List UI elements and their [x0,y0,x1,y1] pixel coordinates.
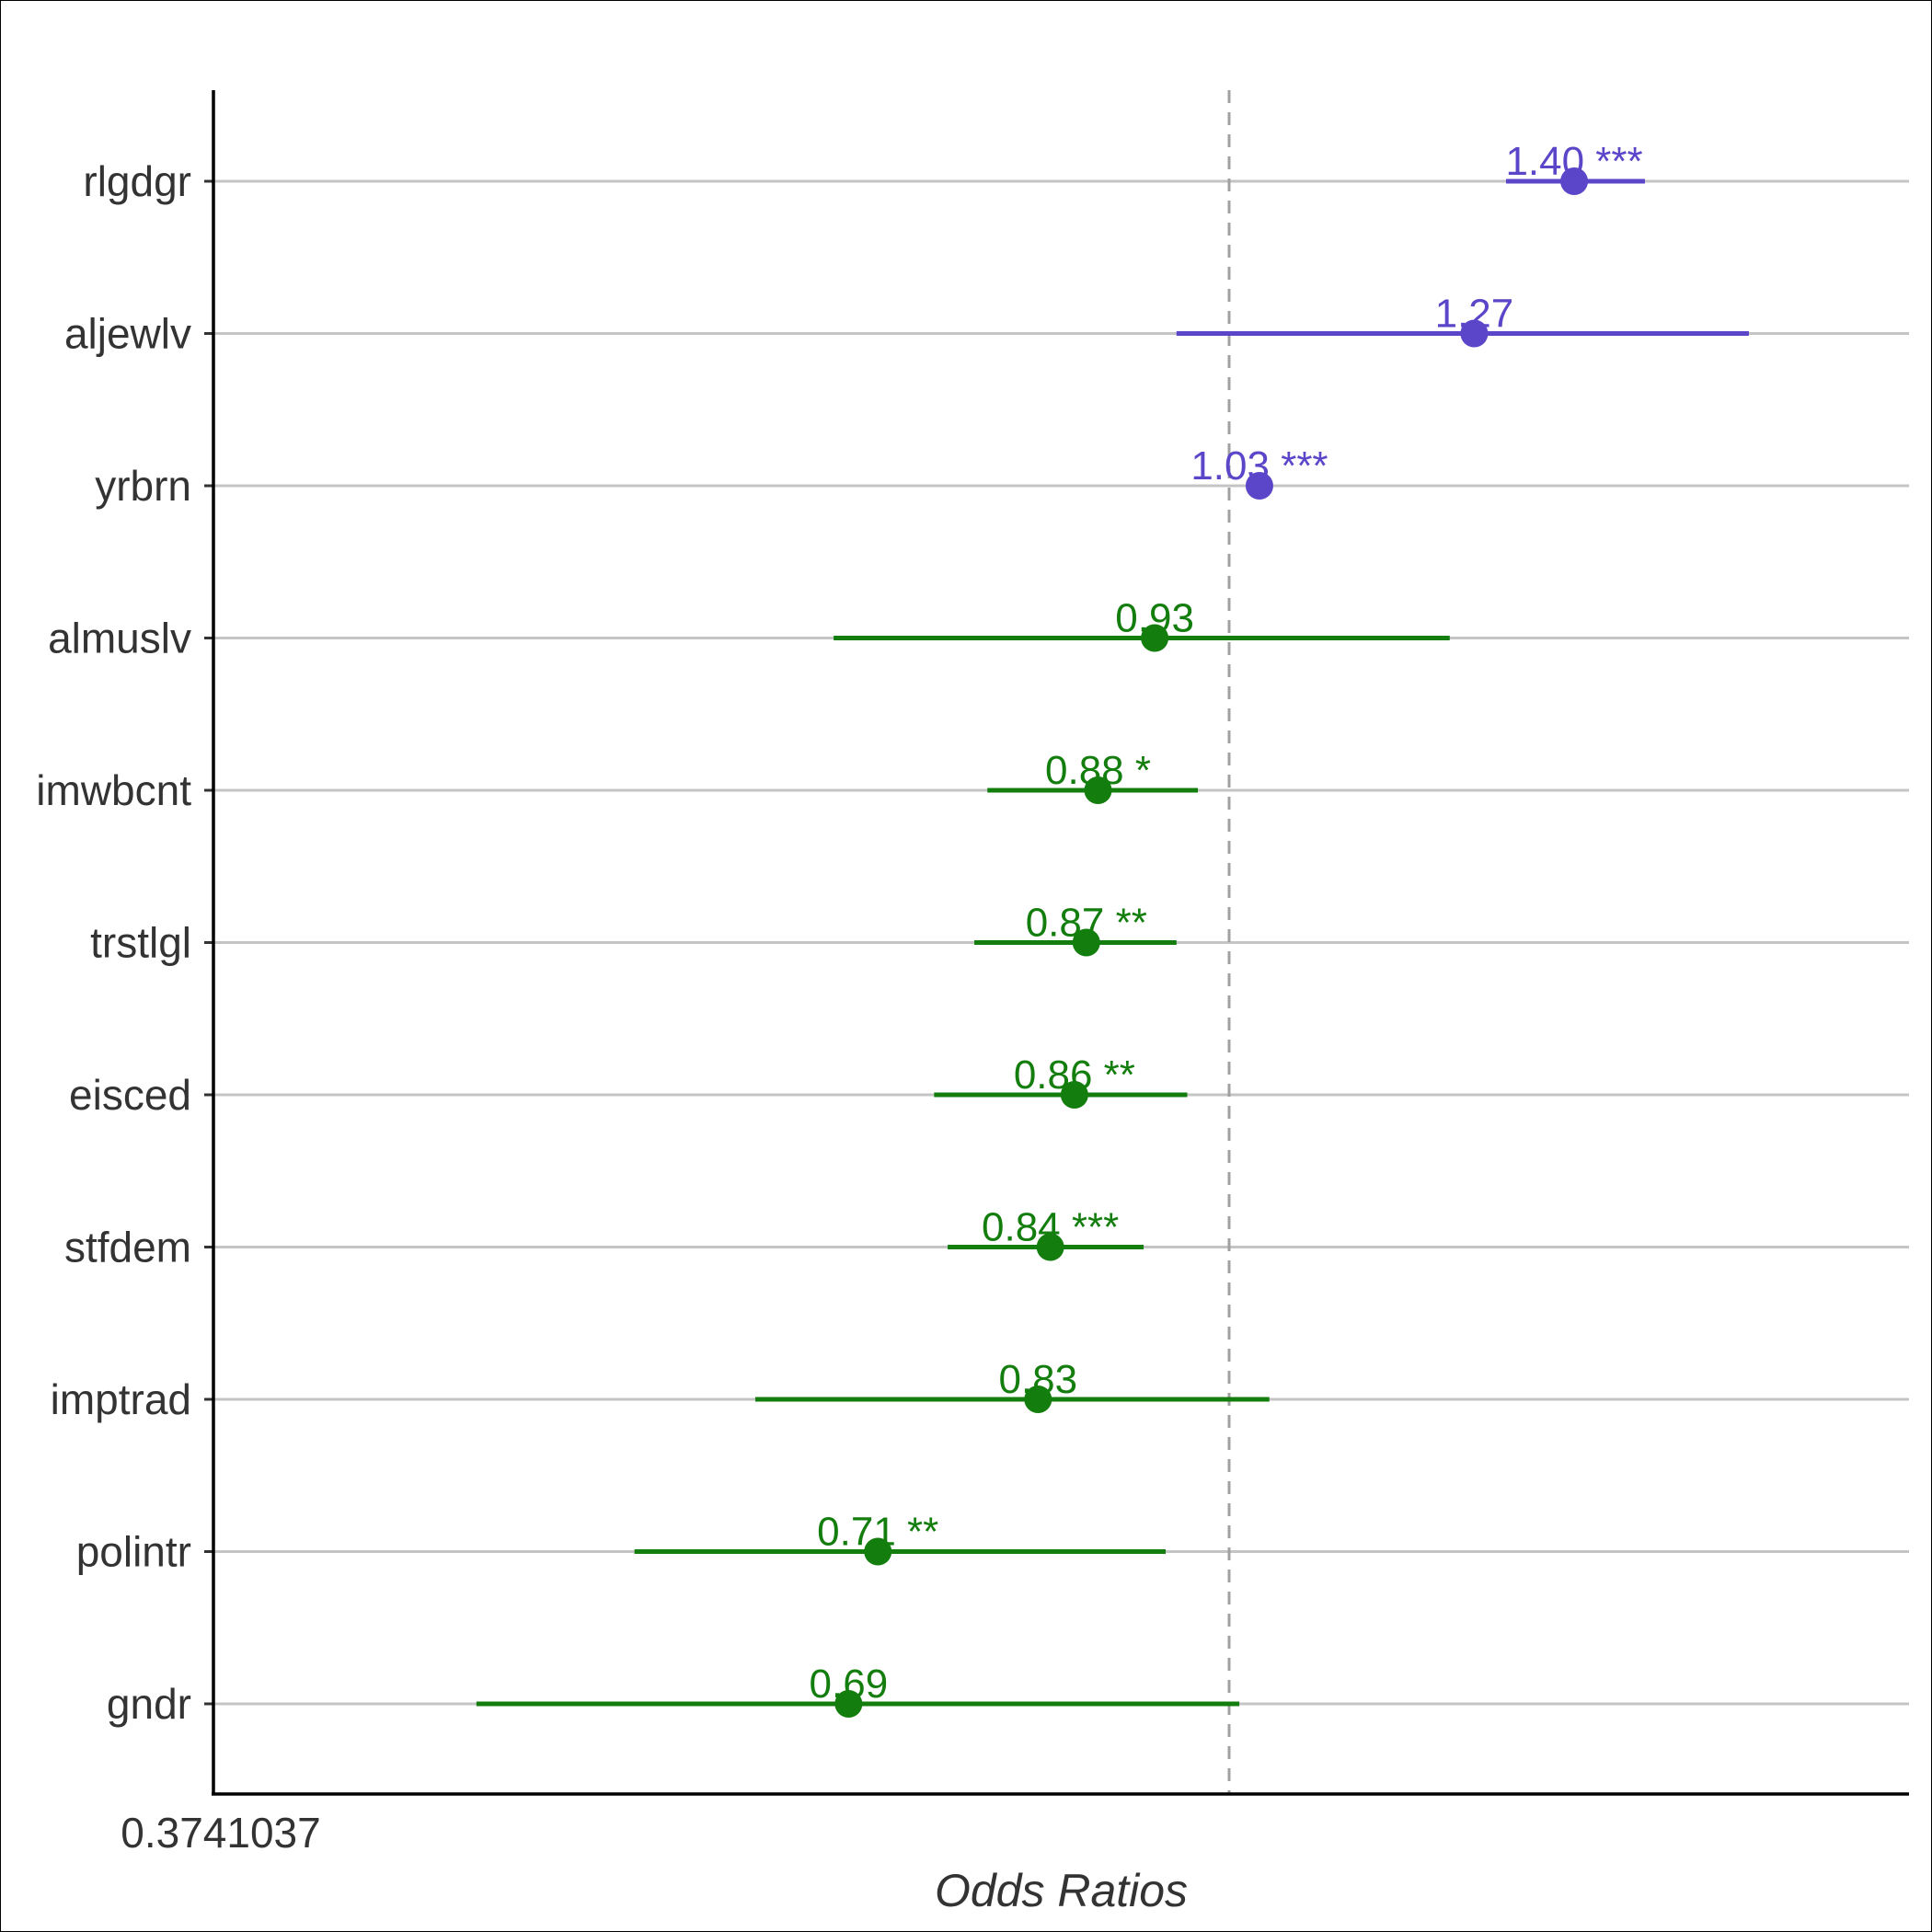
row-yrbrn: yrbrn 1.03 *** [95,443,1328,510]
row-stfdem: stfdem 0.84 *** [64,1205,1144,1271]
estimate-point [1036,1233,1064,1261]
value-label: 0.71 ** [817,1510,938,1555]
x-tick-label: 0.3741037 [121,1809,320,1857]
row-polintr: polintr 0.71 ** [76,1510,1167,1576]
row-trstlgl: trstlgl 0.87 ** [90,901,1177,967]
row-gndr: gndr 0.69 [107,1662,1240,1728]
y-tick-label: imptrad [51,1375,191,1423]
estimate-point [1460,319,1489,348]
y-tick-label: eisced [69,1071,191,1119]
y-tick-label: rlgdgr [83,157,191,205]
row-imptrad: imptrad 0.83 [51,1357,1270,1423]
value-label: 1.27 [1435,292,1514,337]
value-label: 0.86 ** [1014,1052,1135,1098]
value-label: 0.69 [810,1662,889,1707]
y-tick-label: imwbcnt [36,766,191,814]
y-tick-label: polintr [76,1528,191,1576]
row-imwbcnt: imwbcnt 0.88 * [36,748,1199,814]
y-tick-label: aljewlv [64,310,191,358]
estimate-point [1560,167,1589,195]
estimate-point [1024,1386,1052,1413]
value-label: 0.88 * [1045,748,1151,793]
value-label: 0.93 [1115,596,1194,641]
estimate-point [1072,928,1100,957]
y-tick-label: yrbrn [95,462,191,510]
row-eisced: eisced 0.86 ** [69,1052,1188,1119]
y-tick-label: almuslv [48,615,191,662]
value-label: 0.83 [998,1357,1077,1402]
estimate-point [1084,776,1112,804]
y-tick-label: trstlgl [90,919,191,967]
value-label: 1.03 *** [1190,443,1328,489]
y-tick-label: stfdem [64,1224,191,1271]
value-label: 1.40 *** [1505,139,1642,184]
estimate-rows: rlgdgr 1.40 *** aljewlv 1.27 yrbrn 1.03 *** al… [36,139,1749,1728]
estimate-point [1141,624,1169,652]
estimate-point [864,1537,892,1566]
value-label: 0.84 *** [982,1205,1119,1250]
row-aljewlv: aljewlv 1.27 [64,292,1749,358]
estimate-point [1060,1081,1088,1109]
estimate-point [1245,472,1273,500]
x-axis-label: Odds Ratios [935,1865,1188,1916]
estimate-point [834,1690,863,1718]
row-almuslv: almuslv 0.93 [48,596,1450,662]
y-tick-label: gndr [107,1680,191,1728]
value-label: 0.87 ** [1026,901,1147,946]
row-rlgdgr: rlgdgr 1.40 *** [83,139,1645,205]
